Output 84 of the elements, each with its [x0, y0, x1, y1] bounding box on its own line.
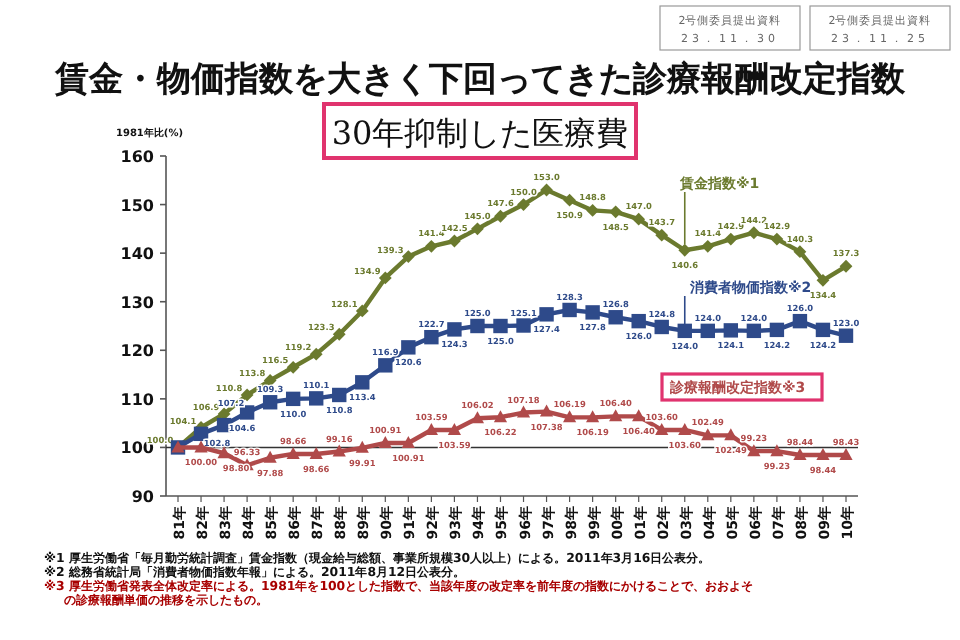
- point: [447, 322, 462, 337]
- point: [701, 428, 715, 441]
- point: [470, 318, 485, 334]
- point: [677, 323, 692, 339]
- point: [332, 327, 346, 341]
- y-tick-label: 90: [131, 488, 155, 506]
- point: [746, 323, 762, 339]
- point: [701, 239, 715, 253]
- point: [724, 232, 738, 246]
- point: [678, 243, 692, 257]
- point: [217, 446, 231, 459]
- point: [493, 410, 508, 423]
- point: [769, 322, 785, 338]
- point: [424, 329, 439, 345]
- point: [608, 310, 623, 325]
- point: [585, 305, 600, 320]
- chart-title: 賃金・物価指数を大きく下回ってきた診療報酬改定指数: [53, 60, 907, 100]
- point: [309, 391, 324, 406]
- point: [586, 410, 600, 423]
- point: [401, 340, 416, 355]
- y-tick-label: 110: [120, 390, 155, 409]
- point: [285, 391, 301, 407]
- point: [816, 273, 830, 287]
- point: [378, 271, 392, 285]
- point: [471, 222, 484, 236]
- point: [793, 245, 807, 259]
- point: [792, 313, 808, 329]
- point: [586, 204, 600, 217]
- point: [839, 448, 853, 461]
- point: [309, 347, 323, 361]
- point: [516, 318, 531, 333]
- point: [493, 318, 508, 334]
- point: [447, 422, 462, 435]
- y-tick-label: 130: [120, 293, 155, 312]
- point: [609, 205, 623, 219]
- point: [793, 448, 807, 461]
- point: [262, 395, 278, 410]
- point: [470, 411, 485, 424]
- point: [494, 209, 507, 223]
- point: [286, 446, 300, 459]
- point: [563, 193, 576, 207]
- point: [770, 444, 784, 457]
- point: [723, 323, 739, 338]
- point: [838, 328, 854, 343]
- point: [355, 375, 370, 390]
- point: [632, 409, 646, 422]
- point: [378, 436, 392, 449]
- y-tick-label: 160: [120, 148, 155, 166]
- point: [816, 448, 830, 461]
- point: [401, 436, 415, 449]
- point: [747, 226, 761, 240]
- chart-subtitle: 30年抑制した医療費: [331, 114, 629, 152]
- point: [678, 422, 692, 435]
- point: [516, 405, 531, 418]
- y-tick-label: 120: [120, 342, 155, 361]
- point: [517, 198, 530, 211]
- point: [839, 259, 853, 273]
- point: [286, 360, 300, 374]
- point: [263, 450, 277, 463]
- point: [539, 404, 554, 417]
- point: [815, 322, 831, 338]
- y-tick-label: 140: [120, 245, 155, 264]
- point: [332, 387, 347, 403]
- point: [655, 228, 669, 242]
- y-tick-label: 150: [120, 196, 155, 215]
- point: [562, 410, 577, 423]
- point: [332, 444, 346, 457]
- point: [309, 446, 323, 459]
- point: [355, 304, 369, 318]
- point: [424, 239, 438, 253]
- point: [655, 422, 669, 435]
- point: [632, 212, 646, 226]
- point: [654, 319, 669, 335]
- point: [770, 232, 784, 246]
- point: [700, 323, 715, 339]
- point: [239, 405, 255, 420]
- point: [562, 302, 577, 318]
- point: [609, 409, 623, 422]
- point: [355, 440, 369, 453]
- point: [539, 307, 554, 322]
- point: [747, 444, 761, 457]
- point: [378, 358, 393, 373]
- point: [401, 250, 415, 263]
- point: [631, 313, 646, 329]
